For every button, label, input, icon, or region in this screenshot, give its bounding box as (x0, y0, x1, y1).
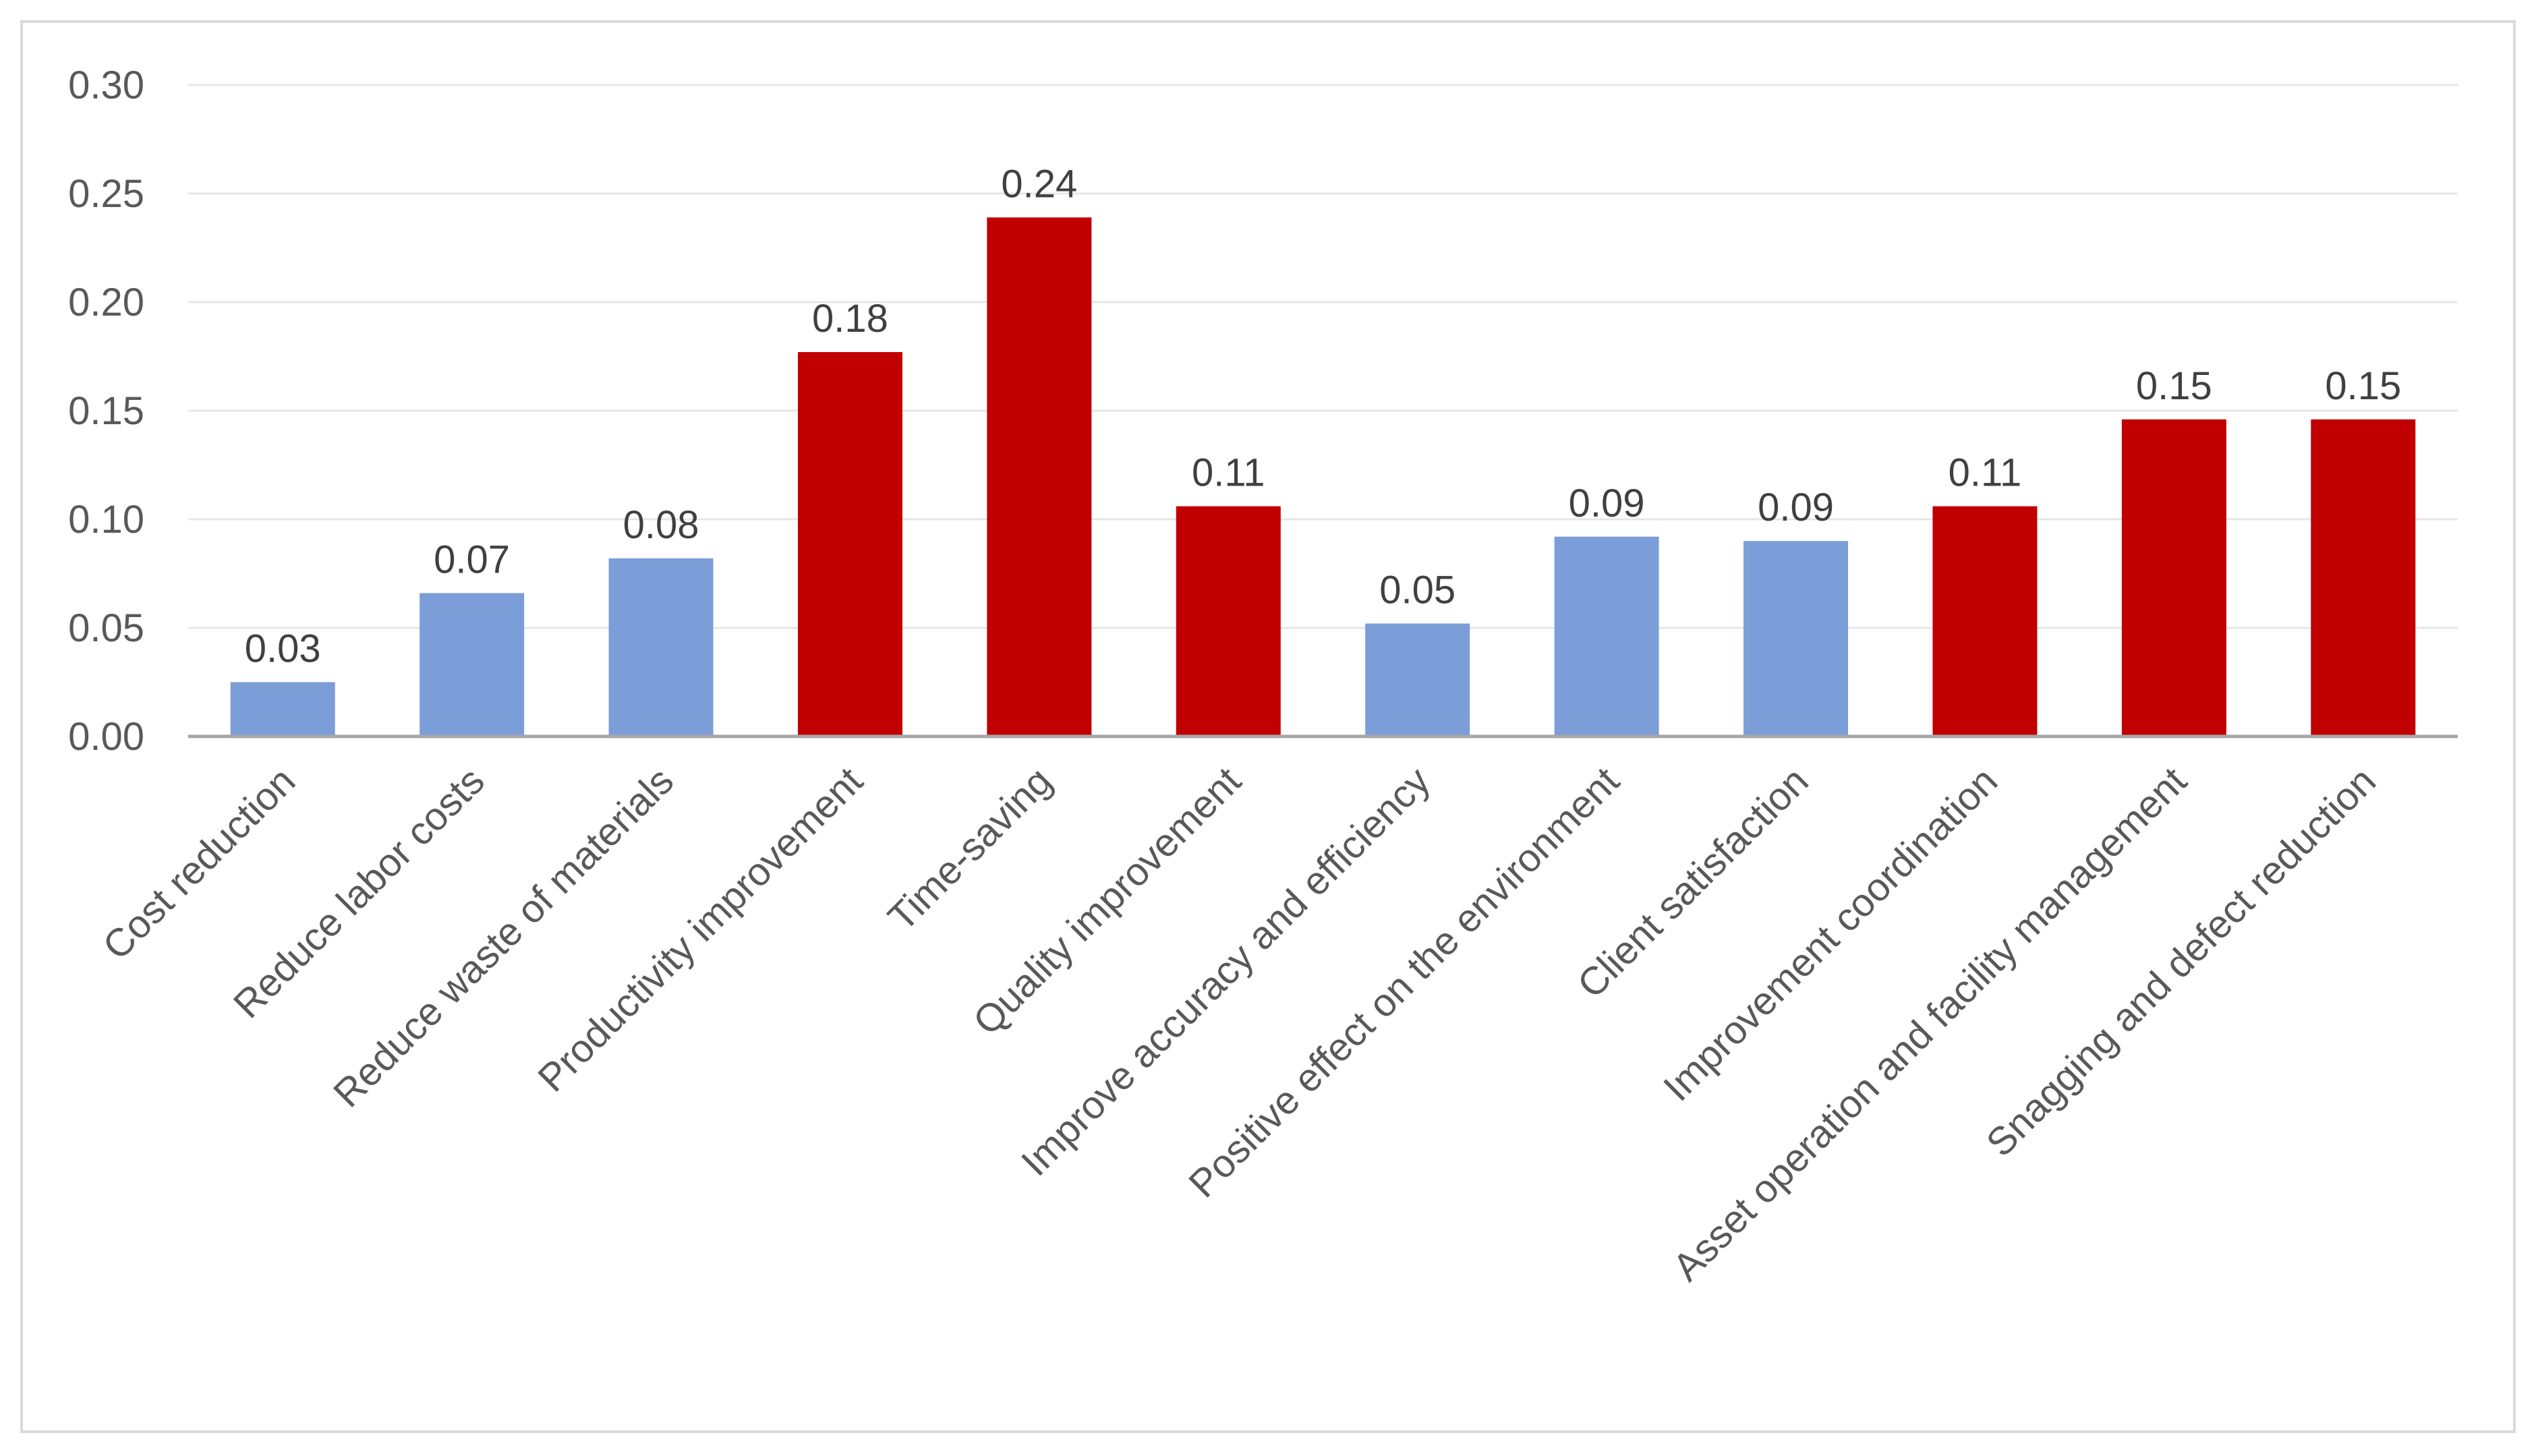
data-label: 0.08 (623, 503, 699, 547)
data-label: 0.05 (1379, 569, 1455, 612)
bar (420, 593, 525, 736)
bar (797, 352, 902, 736)
data-label: 0.15 (2325, 364, 2401, 408)
bar (1932, 506, 2038, 736)
bar (2121, 419, 2226, 736)
data-labels: 0.03 0.07 0.08 0.18 0.24 0.11 0.05 0.09 0.09 0.11… (245, 162, 2401, 670)
y-tick-label: 0.00 (68, 715, 144, 759)
data-label: 0.07 (434, 537, 510, 581)
category-label: Reduce waste of materials (325, 759, 682, 1115)
bar (987, 217, 1092, 736)
bar (1554, 536, 1659, 736)
category-label: Productivity improvement (529, 759, 871, 1100)
y-tick-labels: 0.00 0.05 0.10 0.15 0.20 0.25 0.30 (68, 63, 144, 759)
chart-frame: 0.00 0.05 0.10 0.15 0.20 0.25 0.30 0.03 0.07 0.0… (20, 20, 2516, 1433)
bar (2311, 419, 2416, 736)
y-tick-label: 0.25 (68, 172, 144, 216)
data-label: 0.18 (812, 297, 888, 341)
y-tick-label: 0.10 (68, 498, 144, 542)
category-label: Snagging and defect reduction (1978, 759, 2384, 1165)
bar (1365, 623, 1470, 736)
y-tick-label: 0.05 (68, 606, 144, 650)
bar (1176, 506, 1281, 736)
data-label: 0.24 (1001, 162, 1077, 206)
data-label: 0.09 (1758, 486, 1834, 529)
category-label: Time-saving (879, 759, 1060, 939)
data-label: 0.15 (2136, 364, 2212, 408)
bar-chart: 0.000.050.100.150.200.250.30 0.030.070.0… (68, 63, 2458, 1289)
category-label: Positive effect on the environment (1180, 759, 1627, 1206)
data-label: 0.09 (1569, 482, 1645, 525)
data-label: 0.11 (1949, 451, 2022, 495)
gridlines (188, 84, 2458, 629)
bar (1743, 541, 1849, 736)
y-tick-label: 0.20 (68, 281, 144, 324)
data-label: 0.11 (1192, 451, 1265, 495)
bar (230, 682, 335, 736)
y-tick-label: 0.15 (68, 389, 144, 433)
bar (608, 558, 714, 736)
bars (230, 217, 2416, 736)
data-label: 0.03 (245, 627, 321, 671)
category-label: Cost reduction (94, 759, 304, 968)
category-label: Improvement coordination (1655, 759, 2006, 1109)
y-tick-label: 0.30 (68, 63, 144, 107)
category-label: Improve accuracy and efficiency (1013, 759, 1439, 1184)
